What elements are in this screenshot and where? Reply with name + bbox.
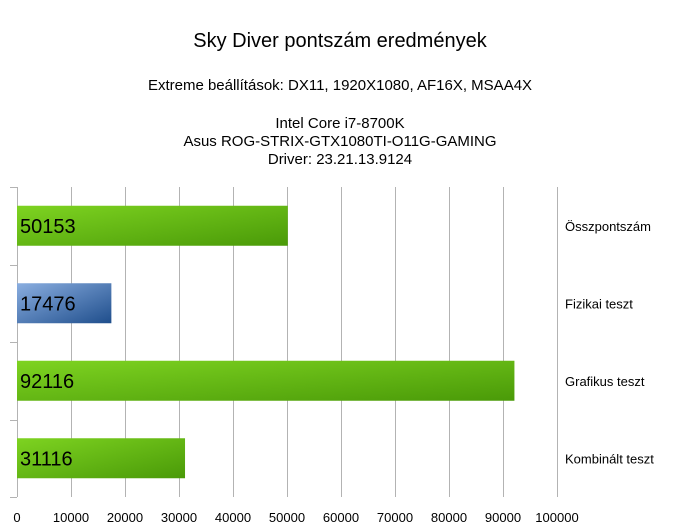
category-label: Fizikai teszt [565, 296, 633, 311]
chart-subtitle-gpu: Asus ROG-STRIX-GTX1080TI-O11G-GAMING [183, 133, 497, 150]
x-tick-label: 80000 [431, 510, 467, 525]
bar [17, 283, 112, 324]
x-tick-label: 30000 [161, 510, 197, 525]
bar-layer [17, 205, 515, 479]
x-tick-label: 60000 [323, 510, 359, 525]
chart-title: Sky Diver pontszám eredmények [193, 30, 487, 52]
x-tick-label: 40000 [215, 510, 251, 525]
bar [17, 438, 186, 479]
category-label: Grafikus teszt [565, 374, 645, 389]
bar-value-label: 17476 [20, 293, 76, 315]
category-label: Kombinált teszt [565, 451, 654, 466]
x-tick-label: 50000 [269, 510, 305, 525]
bar-value-label: 31116 [20, 448, 73, 470]
bar [17, 205, 288, 246]
chart-subtitle-cpu: Intel Core i7-8700K [275, 115, 405, 132]
bar-value-label: 92116 [20, 371, 74, 393]
x-tick-label: 20000 [107, 510, 143, 525]
category-label: Összpontszám [565, 219, 651, 234]
x-tick-label: 100000 [535, 510, 578, 525]
x-tick-label: 90000 [485, 510, 521, 525]
chart-subtitle-settings: Extreme beállítások: DX11, 1920X1080, AF… [147, 77, 533, 94]
bar [17, 360, 515, 401]
bar-value-label: 50153 [20, 216, 76, 238]
x-tick-label: 0 [13, 510, 20, 525]
x-tick-label: 10000 [53, 510, 89, 525]
x-tick-label: 70000 [377, 510, 413, 525]
chart-subtitle-driver: Driver: 23.21.13.9124 [267, 151, 413, 168]
label-layer: 0 10000 20000 30000 40000 50000 60000 70000 8000… [13, 216, 654, 525]
